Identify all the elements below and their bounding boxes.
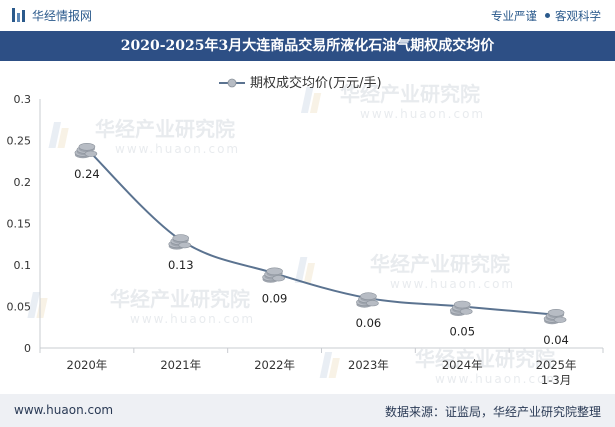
watermark-cn: 华经产业研究院 xyxy=(95,117,235,141)
y-tick-label: 0.2 xyxy=(14,176,32,189)
x-tick-label: 2021年 xyxy=(160,358,201,372)
data-label: 0.06 xyxy=(356,316,382,330)
series: 0.24 0.13 0.09 0.06 0.05 0.04 xyxy=(74,143,569,347)
y-tick-label: 0.3 xyxy=(14,93,32,106)
legend: 期权成交均价(万元/手) xyxy=(219,75,382,91)
slogan-1: 专业严谨 xyxy=(491,9,537,23)
x-tick-label: 2024年 xyxy=(442,358,483,372)
logo-bars-icon xyxy=(12,8,26,22)
data-point-marker xyxy=(356,292,379,308)
watermark-en: www.huaon.com xyxy=(390,277,515,291)
x-tick-label: 2023年 xyxy=(348,358,389,372)
watermark-en: www.huaon.com xyxy=(130,312,255,326)
y-tick-label: 0.1 xyxy=(14,259,32,272)
watermark-cn: 华经产业研究院 xyxy=(415,347,555,371)
footer-source: 数据来源：证监局，华经产业研究院整理 xyxy=(384,405,601,419)
legend-label: 期权成交均价(万元/手) xyxy=(250,75,382,91)
watermark-cn: 华经产业研究院 xyxy=(110,287,250,311)
x-tick-label: 2020年 xyxy=(67,358,108,372)
data-point-marker xyxy=(74,143,98,159)
data-point-marker xyxy=(449,300,473,316)
slogan: 专业严谨 客观科学 xyxy=(491,8,601,24)
watermarks: 华经产业研究院www.huaon.com华经产业研究院www.huaon.com… xyxy=(27,82,560,386)
data-point-marker xyxy=(168,234,192,250)
data-label: 0.13 xyxy=(168,258,194,272)
data-point-marker xyxy=(543,309,567,325)
watermark-en: www.huaon.com xyxy=(115,142,240,156)
y-tick-label: 0.05 xyxy=(7,301,32,314)
x-tick-label: 2022年 xyxy=(254,358,295,372)
chart-title: 2020-2025年3月大连商品交易所液化石油气期权成交均价 xyxy=(0,31,615,61)
slogan-2: 客观科学 xyxy=(555,9,601,23)
bullet-dot-icon xyxy=(545,13,550,18)
x-tick-label: 2025年 1-3月 xyxy=(536,358,577,387)
data-label: 0.05 xyxy=(449,325,475,339)
data-label: 0.09 xyxy=(262,291,288,305)
top-bar: 华经情报网 专业严谨 客观科学 xyxy=(0,0,615,30)
logo-text: 华经情报网 xyxy=(32,9,93,23)
y-tick-label: 0.15 xyxy=(7,218,32,231)
data-label: 0.04 xyxy=(543,333,569,347)
data-point-marker xyxy=(262,267,285,283)
x-axis: 2020年 2021年 2022年 2023年 2024年 2025年 1-3月 xyxy=(39,347,604,387)
footer: www.huaon.com 数据来源：证监局，华经产业研究院整理 xyxy=(0,394,615,427)
legend-marker xyxy=(227,78,237,88)
data-label: 0.24 xyxy=(74,167,100,181)
footer-website[interactable]: www.huaon.com xyxy=(14,403,114,417)
line-chart: 华经产业研究院www.huaon.com华经产业研究院www.huaon.com… xyxy=(7,75,604,387)
watermark-en: www.huaon.com xyxy=(435,372,560,386)
y-tick-label: 0.25 xyxy=(7,135,32,148)
site-logo[interactable]: 华经情报网 xyxy=(12,7,92,24)
y-axis: 0 0.05 0.1 0.15 0.2 0.25 0.3 xyxy=(7,93,41,355)
watermark-cn: 华经产业研究院 xyxy=(340,82,480,106)
y-tick-label: 0 xyxy=(24,342,31,355)
watermark-cn: 华经产业研究院 xyxy=(370,252,510,276)
watermark-en: www.huaon.com xyxy=(360,107,485,121)
